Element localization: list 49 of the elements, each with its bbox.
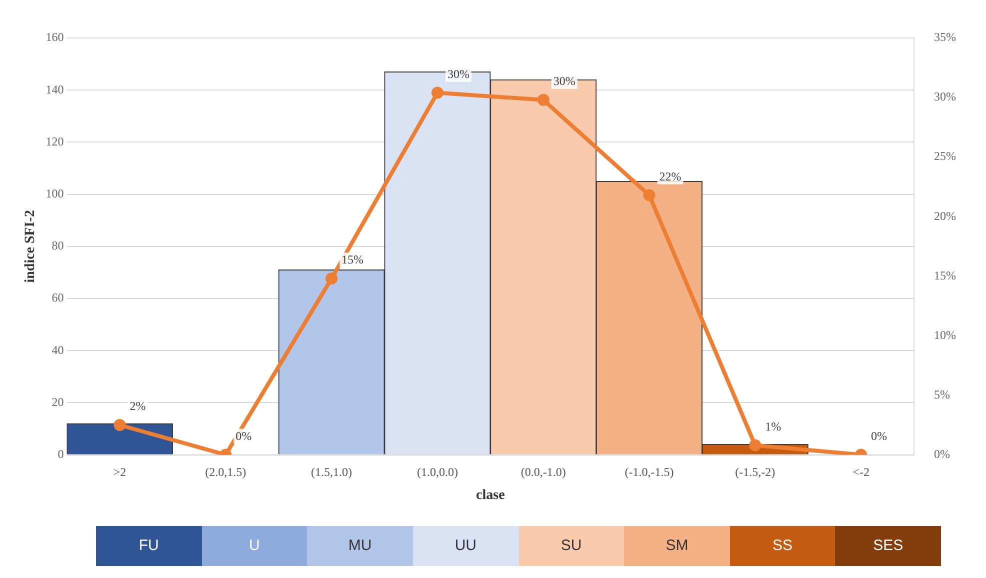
data-label: 30% [447, 66, 470, 81]
y2-tick-label: 20% [934, 208, 956, 223]
y2-tick-label: 15% [934, 268, 956, 282]
data-label: 22% [659, 169, 682, 184]
y-tick-label: 160 [46, 30, 64, 44]
y2-tick-label: 10% [934, 328, 956, 342]
data-label: 0% [236, 428, 252, 443]
text: SM [624, 526, 730, 566]
x-tick-label: >2 [113, 465, 126, 480]
y-tick-label: 100 [46, 186, 64, 200]
y2-tick-label: 0% [934, 446, 950, 461]
text: SS [730, 526, 836, 566]
point [643, 189, 656, 202]
text: U [202, 526, 308, 566]
data-label: 0% [871, 428, 888, 443]
text: MU [307, 526, 413, 566]
x-axis-title: clase [476, 488, 505, 504]
y-tick-label: 140 [46, 82, 64, 96]
y2-tick-label: 5% [934, 387, 950, 402]
point [114, 419, 126, 432]
y-tick-label: 40 [52, 342, 64, 357]
data-label: 30% [553, 74, 576, 88]
data-label: 2% [130, 399, 146, 414]
x-tick-label: (1.0,0.0) [416, 465, 458, 480]
y2-tick-label: 35% [934, 30, 956, 44]
point [326, 272, 338, 285]
point [537, 94, 550, 106]
x-tick-label: (-1.5,-2) [735, 465, 776, 480]
text: SU [518, 526, 624, 566]
text: UU [412, 526, 518, 566]
data-label: 1% [765, 419, 782, 434]
y2-tick-label: 30% [934, 90, 956, 104]
y-axis-title: indice SFI-2 [23, 210, 38, 283]
text: FU [96, 526, 202, 566]
y-tick-label: 120 [46, 134, 64, 148]
point [749, 439, 762, 452]
x-tick-label: <-2 [852, 465, 870, 480]
y-tick-label: 60 [52, 290, 64, 305]
y2-tick-label: 25% [934, 149, 956, 164]
y-tick-label: 80 [52, 238, 64, 253]
text: SES [835, 526, 941, 566]
data-label: 15% [342, 252, 364, 267]
x-tick-label: (0.0,-1.0) [520, 465, 566, 480]
x-tick-label: (1.5,1.0) [311, 465, 352, 480]
y-tick-label: 20 [52, 394, 64, 409]
y-tick-label: 0 [58, 446, 64, 461]
x-tick-label: (2.0,1.5) [205, 465, 246, 480]
point [431, 86, 444, 99]
x-tick-label: (-1.0,-1.5) [624, 465, 674, 480]
